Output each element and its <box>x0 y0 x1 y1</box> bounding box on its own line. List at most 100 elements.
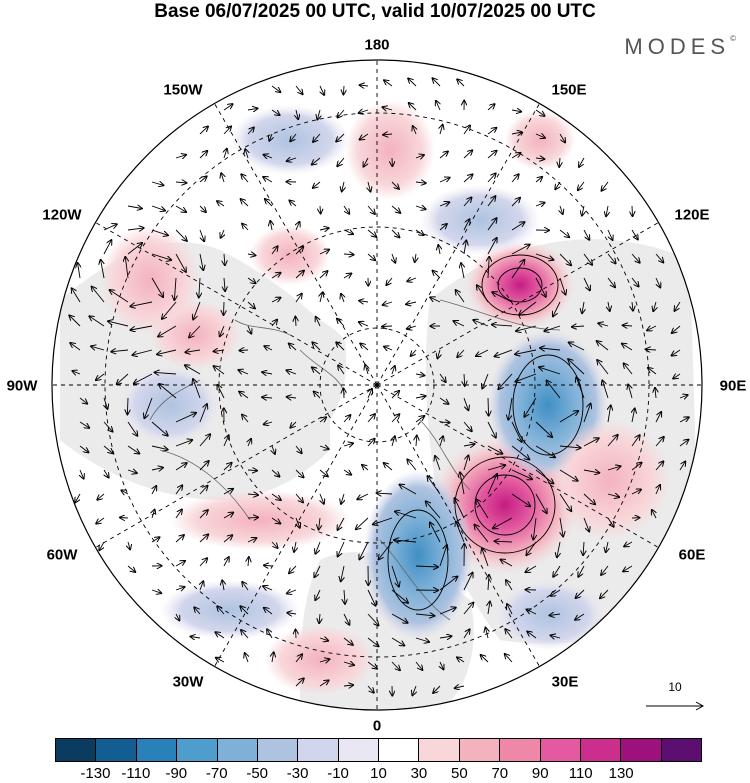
wind-vector <box>110 290 129 303</box>
wind-vector <box>263 177 273 183</box>
wind-vector <box>473 320 489 327</box>
wind-vector <box>435 456 441 471</box>
wind-vector <box>511 469 532 479</box>
wind-vector <box>152 486 156 495</box>
wind-vector <box>241 630 249 639</box>
wind-vector <box>367 414 375 423</box>
wind-vector <box>439 577 457 591</box>
wind-vector <box>488 257 489 279</box>
wind-vector <box>175 510 182 519</box>
wind-vector <box>415 155 424 158</box>
wind-vector <box>382 326 393 327</box>
wind-vector <box>511 421 522 442</box>
wind-vector <box>463 573 473 591</box>
colorbar-swatch <box>257 739 299 761</box>
wind-vector <box>271 298 281 302</box>
wind-vector <box>245 653 248 663</box>
wind-vector <box>185 365 201 375</box>
wind-vector <box>406 302 417 304</box>
wind-vector <box>439 608 456 615</box>
wind-vector <box>199 558 207 567</box>
wind-vector <box>223 489 233 495</box>
wind-vector <box>151 446 168 450</box>
wind-vector <box>535 445 555 457</box>
wind-vector <box>463 126 470 135</box>
wind-vector <box>343 613 349 625</box>
wind-vector <box>367 253 375 260</box>
wind-vector <box>527 632 537 639</box>
wind-vector <box>175 485 182 495</box>
wind-vector <box>97 493 105 500</box>
wind-vector <box>319 446 329 449</box>
wind-vector <box>511 260 524 279</box>
wind-vector <box>557 541 560 557</box>
wind-vector <box>360 344 369 351</box>
wind-vector <box>157 349 177 354</box>
wind-vector <box>433 78 441 87</box>
wind-vector <box>247 277 256 283</box>
wind-vector <box>359 322 369 326</box>
wind-vector <box>392 366 395 375</box>
wind-vector <box>200 581 203 591</box>
wind-vector <box>439 545 447 567</box>
wind-vector <box>631 490 641 495</box>
meridian-line <box>376 384 659 548</box>
wind-vector <box>515 373 537 382</box>
wind-vector <box>159 384 177 399</box>
wind-vector <box>248 325 251 334</box>
wind-vector <box>103 240 111 255</box>
wind-vector <box>463 421 472 431</box>
wind-vector <box>218 385 225 399</box>
wind-vector <box>623 325 633 326</box>
wind-vector <box>175 440 192 447</box>
wind-vector <box>199 404 207 423</box>
wind-vector <box>312 157 321 165</box>
wind-vector <box>175 205 186 212</box>
wind-vector <box>319 417 326 422</box>
wind-vector <box>384 463 393 471</box>
wind-vector <box>455 498 465 519</box>
wind-vector <box>607 494 619 497</box>
wind-vector <box>151 421 168 436</box>
wind-vector <box>359 541 369 559</box>
wind-vector <box>223 535 232 543</box>
wind-vector <box>75 493 81 502</box>
wind-vector <box>295 317 296 327</box>
colorbar-swatch <box>379 739 420 761</box>
wind-vector <box>607 517 614 527</box>
wind-vector <box>199 461 209 471</box>
wind-vector <box>391 414 399 423</box>
meridian-line <box>95 384 378 548</box>
wind-vector <box>608 405 611 423</box>
wind-vector <box>652 510 656 519</box>
wind-vector <box>386 277 393 285</box>
wind-vector <box>487 174 496 183</box>
wind-vector <box>648 368 657 375</box>
wind-vector <box>583 253 592 265</box>
wind-vector <box>193 301 201 319</box>
wind-vector <box>151 590 161 593</box>
wind-vector <box>272 445 275 454</box>
wind-vector <box>407 460 417 471</box>
colorbar-swatch <box>459 739 501 761</box>
wind-vector <box>392 253 395 263</box>
wind-vector <box>601 565 609 575</box>
wind-vector <box>314 565 321 577</box>
wind-vector <box>215 632 225 639</box>
wind-vector <box>457 349 465 357</box>
wind-vector <box>505 629 513 639</box>
wind-vector <box>679 462 685 471</box>
wind-vector <box>559 446 581 448</box>
wind-vector <box>631 229 638 239</box>
wind-vector <box>271 273 281 279</box>
wind-vector <box>487 218 497 231</box>
wind-vector <box>576 589 585 598</box>
wind-vector <box>296 222 300 231</box>
wind-vector <box>315 541 321 554</box>
wind-vectors <box>69 78 688 695</box>
wind-vector <box>271 493 281 500</box>
wind-vector <box>175 535 184 543</box>
wind-vector <box>488 397 489 416</box>
wind-vector <box>515 349 537 354</box>
wind-vector <box>79 397 87 404</box>
